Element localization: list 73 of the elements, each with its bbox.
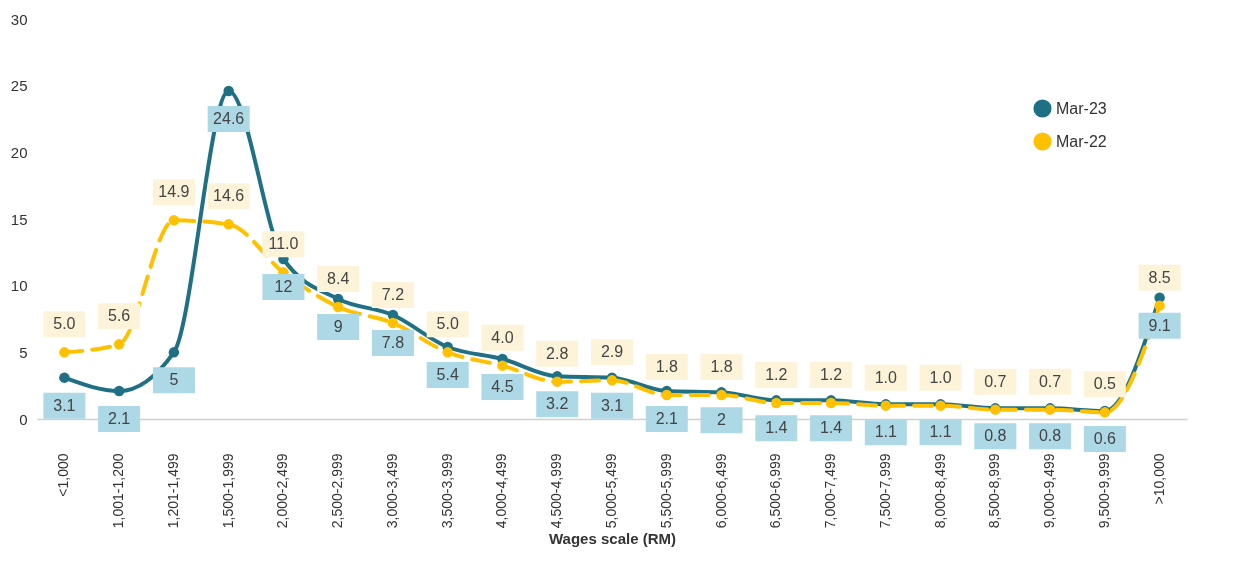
x-tick-label: 8,500-8,999 [986,453,1003,529]
data-label: 1.0 [929,368,952,386]
data-label: 7.2 [381,286,405,303]
data-label: 0.5 [1093,375,1117,393]
x-tick-label: 3,000-3,499 [383,453,400,529]
data-label: 9.1 [1148,316,1171,334]
legend-label: Mar-23 [1056,99,1107,117]
x-tick-label: 5,000-5,499 [603,453,619,529]
x-tick-label: 5,500-5,999 [657,453,674,529]
x-tick-label: 4,000-4,499 [493,453,510,529]
y-tick-label: 25 [10,77,28,95]
data-label: 9 [333,318,343,335]
data-label: 4.0 [491,328,514,346]
data-label: 12 [274,278,293,295]
data-label: 7.8 [381,334,405,351]
data-label: 8.4 [327,270,350,287]
data-label: 5.0 [53,315,76,333]
x-tick-label: 6,500-6,999 [767,453,784,529]
x-tick-label: 2,000-2,499 [274,453,291,529]
data-label: 5.4 [436,366,459,383]
data-label: 1.8 [710,358,733,375]
data-label: 8.5 [1148,268,1171,286]
data-label: 3.2 [546,395,569,413]
x-tick-label: 1,001-1,200 [110,453,127,529]
x-tick-label: 7,000-7,499 [822,453,839,529]
data-label: 1.8 [655,358,678,375]
data-label: 1.2 [819,366,843,383]
y-tick-label: 20 [10,143,28,161]
x-tick-label: 6,000-6,499 [712,453,729,529]
data-label: 2.1 [108,410,131,427]
data-label: 24.6 [213,110,245,127]
data-label: 5 [169,371,179,389]
x-tick-label: >10,000 [1150,453,1167,505]
x-tick-label: 8,000-8,499 [931,453,948,529]
x-tick-label: 3,500-3,999 [438,453,455,529]
x-tick-label: 1,201-1,499 [164,453,181,529]
x-tick-label: 4,500-4,999 [548,453,565,529]
data-label: 0.8 [1038,427,1062,445]
y-tick-label: 0 [19,410,28,428]
data-label: 4.5 [491,378,514,395]
data-label: 1.0 [874,368,898,386]
data-label: 1.1 [874,423,898,441]
data-label: 2 [717,411,727,429]
data-label: 0.7 [984,372,1007,390]
data-label: 0.7 [1038,372,1062,390]
data-label: 14.6 [213,187,245,205]
data-label: 5.6 [108,307,131,325]
data-label: 0.8 [984,427,1007,445]
x-tick-label: 9,500-9,999 [1095,453,1112,529]
data-label: 2.9 [600,343,624,361]
x-tick-label: 9,000-9,499 [1041,453,1058,529]
y-tick-label: 15 [10,210,28,228]
data-label: 2.8 [546,344,569,362]
data-label: 14.9 [158,183,190,201]
data-label: 1.4 [765,419,788,437]
x-axis-title: Wages scale (RM) [549,530,676,548]
data-label: 11.0 [268,235,299,253]
y-tick-label: 5 [19,343,28,361]
x-tick-label: <1,000 [55,453,72,497]
data-label: 3.1 [53,396,76,414]
data-label: 0.6 [1093,430,1117,447]
data-label: 1.1 [929,423,952,441]
legend-label: Mar-22 [1056,132,1107,150]
y-tick-label: 10 [10,277,28,295]
y-tick-label: 30 [10,10,28,28]
data-label: 1.4 [819,419,843,437]
x-tick-label: 2,500-2,999 [329,453,346,529]
data-label: 1.2 [765,366,788,383]
data-label: 5.0 [436,315,459,333]
x-tick-label: 7,500-7,999 [876,453,893,529]
data-label: 2.1 [655,410,678,427]
data-label: 3.1 [600,396,624,414]
x-tick-label: 1,500-1,999 [219,453,236,529]
